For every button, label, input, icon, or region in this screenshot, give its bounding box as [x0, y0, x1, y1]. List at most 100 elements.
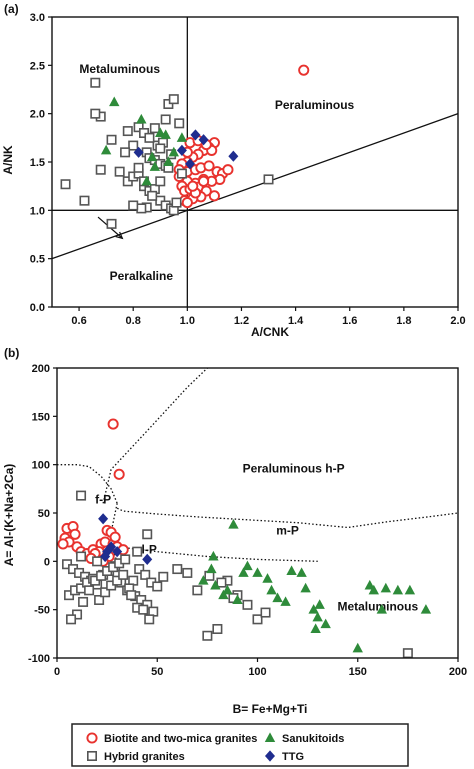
panel-b-point-ttg [100, 550, 111, 563]
legend-label: Biotite and two-mica granites [104, 733, 257, 745]
panel-a-point-ttg [133, 146, 144, 158]
panel-b-xtick-label: 50 [151, 666, 163, 678]
panel-b-label: (b) [4, 346, 19, 360]
panel-a-arrow-head [115, 231, 124, 240]
panel-a-point-ttg [198, 134, 209, 146]
panel-a-xtick-label: 1.2 [234, 315, 249, 327]
panel-a-ylabel: A/NK [1, 145, 15, 175]
panel-b-region-f-p: f-P [95, 492, 111, 506]
legend-item-hybrid-granites: Hybrid granites [87, 750, 185, 763]
panel-b-point-sanukitoids [242, 560, 253, 571]
panel-b-ytick-label: 100 [32, 460, 50, 472]
panel-b-point-biotite-and-two-mica-granites [113, 468, 125, 480]
panel-b-points [57, 418, 432, 659]
panel-a-xtick-label: 1.0 [180, 315, 195, 327]
panel-a-xlabel: A/CNK [251, 325, 289, 339]
panel-a-point-biotite-and-two-mica-granites [181, 197, 193, 209]
legend-marker-sanukitoids [264, 732, 276, 742]
legend-marker-ttg [265, 750, 275, 762]
panel-a-ytick-label: 1.0 [30, 205, 45, 217]
panel-a-points [60, 64, 310, 229]
panel-a-point-ttg [176, 144, 187, 156]
legend-box [71, 723, 409, 767]
panel-a-point-hybrid-granites [155, 176, 166, 187]
panel-a-point-sanukitoids [146, 151, 158, 162]
legend-item-sanukitoids: Sanukitoids [264, 732, 344, 745]
panel-b-point-sanukitoids [314, 599, 325, 609]
panel-a-ytick-label: 1.5 [30, 157, 45, 169]
panel-b: (b) Peraluminous h-P f-P m-P l-P Metaluminou… [2, 346, 467, 716]
panel-a-point-sanukitoids [141, 175, 152, 186]
panel-a-point-hybrid-granites [176, 168, 187, 179]
panel-a-xtick-label: 0.8 [126, 315, 141, 327]
panel-a-point-hybrid-granites [90, 77, 101, 88]
panel-a-label: (a) [4, 2, 19, 16]
panel-a-xtick-label: 1.4 [288, 315, 304, 327]
panel-b-point-hybrid-granites [84, 585, 95, 596]
panel-b-point-sanukitoids [232, 594, 243, 604]
panel-a-point-hybrid-granites [128, 200, 139, 211]
panel-b-region-metaluminous: Metaluminous [337, 600, 418, 614]
panel-b-point-sanukitoids [218, 589, 229, 600]
panel-a-ytick-label: 3.0 [30, 12, 45, 24]
panel-b-ytick-label: 0 [44, 556, 50, 568]
panel-b-point-sanukitoids [208, 550, 219, 561]
panel-b-point-hybrid-granites [216, 577, 227, 588]
panel-b-point-hybrid-granites [134, 564, 145, 575]
panel-a-boundaries [51, 17, 459, 307]
panel-b-point-sanukitoids [420, 604, 432, 614]
panel-b-point-sanukitoids [210, 579, 221, 590]
panel-a-point-hybrid-granites [136, 203, 147, 214]
panel-b-point-hybrid-granites [94, 594, 105, 605]
panel-b-xtick-label: 0 [54, 666, 60, 678]
panel-b-series-biotite-and-two-mica-granites [57, 418, 129, 567]
panel-b-point-hybrid-granites [76, 490, 87, 501]
panel-b-ytick-label: 50 [38, 508, 50, 520]
panel-b-point-hybrid-granites [112, 575, 123, 586]
panel-b-point-hybrid-granites [118, 569, 129, 580]
panel-b-point-sanukitoids [300, 582, 311, 593]
panel-b-point-hybrid-granites [92, 556, 103, 567]
panel-a-point-hybrid-granites [144, 132, 155, 143]
panel-b-ytick-label: -100 [28, 653, 50, 665]
panel-a-plot-frame [51, 16, 459, 308]
panel-b-ylabel: A= Al-(K+Na+2Ca) [2, 464, 16, 567]
panel-b-point-biotite-and-two-mica-granites [109, 531, 121, 543]
panel-a: (a) MetaluminousPeraluminousPeralkaline … [1, 2, 466, 339]
panel-a-point-hybrid-granites [90, 108, 101, 119]
panel-b-point-hybrid-granites [212, 623, 223, 634]
panel-b-point-hybrid-granites [182, 567, 193, 578]
panel-a-region-metaluminous: Metaluminous [79, 62, 160, 76]
panel-b-point-hybrid-granites [144, 614, 155, 625]
panel-b-point-sanukitoids [286, 565, 297, 575]
panel-b-point-sanukitoids [272, 592, 283, 603]
panel-a-point-biotite-and-two-mica-granites [187, 180, 199, 192]
panel-a-xtick-label: 1.8 [396, 315, 411, 327]
panel-b-point-sanukitoids [312, 611, 323, 622]
panel-b-region-m-p: m-P [276, 523, 299, 537]
legend: Biotite and two-mica granites Sanukitoids… [71, 723, 409, 767]
panel-b-point-sanukitoids [296, 567, 307, 577]
panel-b-point-hybrid-granites [140, 569, 151, 580]
panel-b-dotted-boundary [116, 507, 459, 529]
panel-a-point-hybrid-granites [128, 140, 139, 151]
panel-b-point-sanukitoids [252, 567, 263, 577]
panel-b-point-sanukitoids [280, 596, 291, 606]
panel-b-point-sanukitoids [262, 573, 273, 583]
panel-b-point-hybrid-granites [202, 630, 213, 641]
panel-a-point-ttg [190, 129, 201, 141]
panel-b-point-hybrid-granites [120, 554, 131, 565]
panel-b-point-biotite-and-two-mica-granites [107, 418, 119, 430]
panel-a-point-hybrid-granites [133, 162, 144, 173]
panel-a-point-ttg [228, 150, 239, 162]
panel-a-regions: Metaluminous Peraluminous Peralkaline [79, 62, 354, 283]
panel-a-point-hybrid-granites [95, 164, 106, 175]
panel-b-region-peraluminous-h-p: Peraluminous h-P [243, 461, 345, 475]
panel-b-point-hybrid-granites [76, 551, 87, 562]
panel-b-point-hybrid-granites [126, 590, 137, 601]
panel-a-point-sanukitoids [163, 156, 174, 166]
panel-a-point-hybrid-granites [155, 143, 166, 154]
panel-b-point-hybrid-granites [242, 599, 253, 610]
panel-b-point-hybrid-granites [66, 614, 77, 625]
